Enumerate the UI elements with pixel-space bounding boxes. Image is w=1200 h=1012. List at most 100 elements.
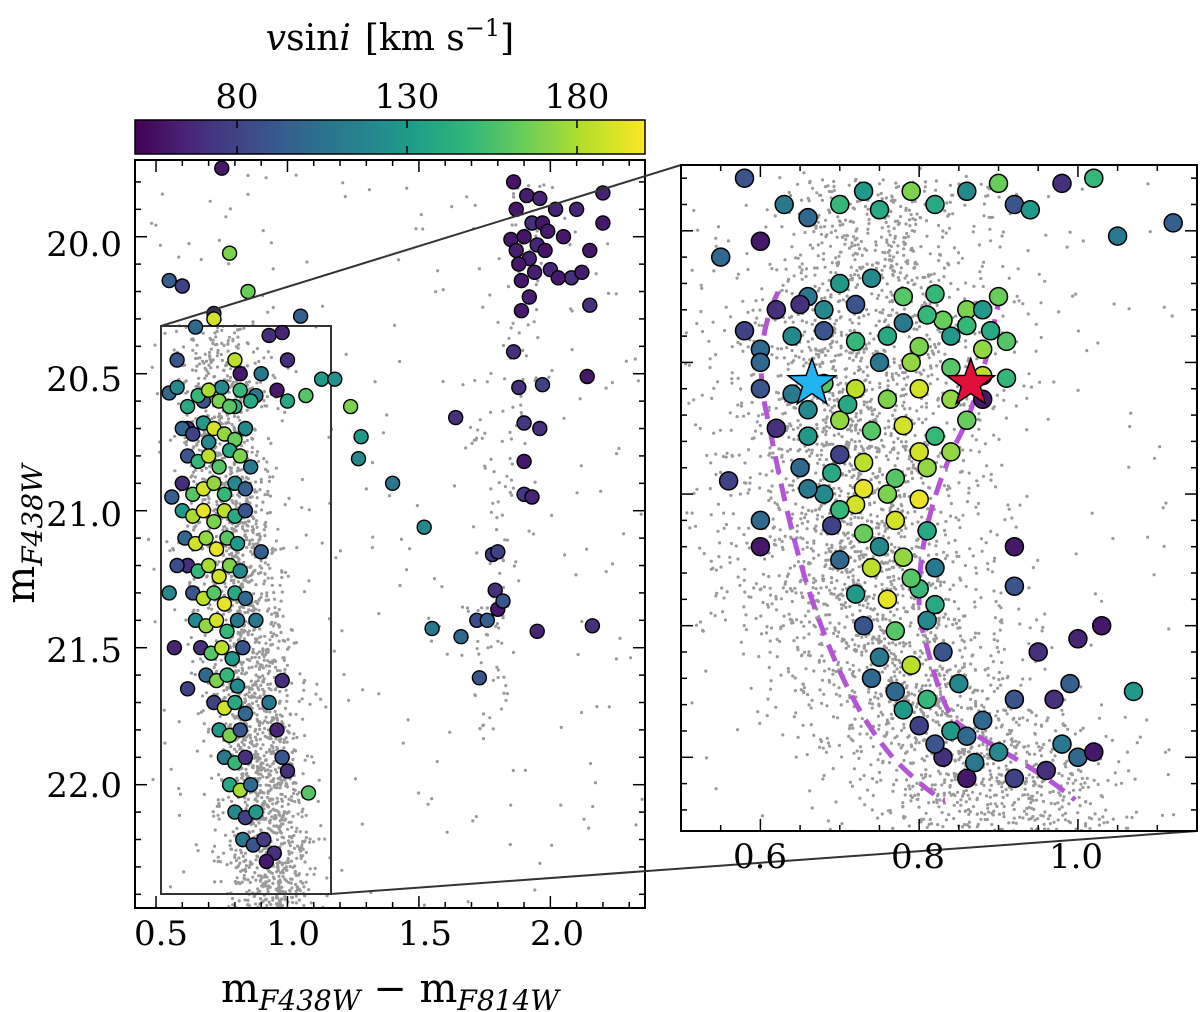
cloud-point bbox=[895, 734, 899, 738]
cloud-point bbox=[261, 721, 265, 725]
cloud-point bbox=[842, 531, 846, 535]
scatter-point bbox=[206, 514, 222, 530]
cloud-point bbox=[264, 715, 268, 719]
cloud-point bbox=[290, 851, 294, 855]
cloud-point bbox=[287, 841, 291, 845]
cloud-point bbox=[639, 512, 643, 516]
cloud-point bbox=[935, 798, 939, 802]
cloud-point bbox=[210, 416, 214, 420]
cloud-point bbox=[927, 356, 931, 360]
cloud-point bbox=[257, 791, 261, 795]
cloud-point bbox=[893, 664, 897, 668]
cloud-point bbox=[256, 855, 260, 859]
cloud-point bbox=[251, 821, 256, 826]
cloud-point bbox=[298, 846, 302, 850]
cloud-point bbox=[885, 371, 889, 375]
cloud-point bbox=[193, 468, 197, 472]
cloud-point bbox=[291, 757, 295, 762]
cloud-point bbox=[849, 219, 853, 223]
cloud-point bbox=[280, 863, 284, 867]
cloud-point bbox=[193, 672, 197, 677]
cloud-point bbox=[1001, 677, 1005, 681]
cloud-point bbox=[246, 797, 250, 802]
cloud-point bbox=[256, 703, 260, 708]
cloud-point bbox=[217, 801, 221, 806]
scatter-point bbox=[516, 453, 532, 470]
cloud-point bbox=[344, 352, 348, 356]
cloud-point bbox=[508, 490, 512, 495]
cloud-point bbox=[292, 846, 296, 851]
cloud-point bbox=[236, 493, 240, 497]
cloud-point bbox=[851, 253, 855, 257]
cloud-point bbox=[221, 612, 225, 616]
cloud-point bbox=[246, 630, 250, 635]
cloud-point bbox=[889, 679, 893, 684]
cloud-point bbox=[262, 658, 266, 662]
cloud-point bbox=[259, 480, 263, 484]
scatter-point bbox=[227, 694, 243, 711]
cloud-point bbox=[1066, 781, 1070, 785]
cloud-point bbox=[150, 221, 154, 225]
cloud-point bbox=[826, 558, 830, 562]
cloud-point bbox=[848, 780, 853, 784]
cloud-point bbox=[271, 745, 275, 750]
cloud-point bbox=[271, 475, 275, 479]
cloud-point bbox=[244, 535, 248, 539]
cloud-point bbox=[186, 642, 190, 646]
cloud-point bbox=[235, 876, 239, 880]
cloud-point bbox=[747, 546, 751, 550]
cloud-point bbox=[495, 528, 499, 532]
cloud-point bbox=[735, 276, 739, 280]
y-tick-label: 21.5 bbox=[46, 631, 122, 671]
cloud-point bbox=[504, 684, 508, 688]
cloud-point bbox=[287, 797, 291, 801]
cloud-point bbox=[194, 351, 198, 355]
cloud-point bbox=[186, 524, 190, 528]
cloud-point bbox=[803, 230, 807, 235]
cloud-point bbox=[464, 446, 468, 450]
cloud-point bbox=[353, 777, 357, 781]
cloud-point bbox=[1037, 834, 1040, 837]
cloud-point bbox=[827, 443, 831, 447]
cloud-point bbox=[280, 804, 284, 809]
cloud-point bbox=[1125, 750, 1130, 754]
cloud-point bbox=[256, 696, 260, 700]
cloud-point bbox=[1078, 804, 1082, 808]
cloud-point bbox=[1030, 834, 1033, 837]
cloud-point bbox=[935, 539, 939, 543]
cloud-point bbox=[973, 600, 977, 604]
colorbar-tick-label: 180 bbox=[545, 77, 610, 117]
cloud-point bbox=[824, 421, 828, 425]
cloud-point bbox=[811, 246, 815, 250]
cloud-point bbox=[254, 858, 258, 862]
cloud-point bbox=[285, 785, 290, 789]
cloud-point bbox=[188, 580, 192, 585]
cloud-point bbox=[254, 749, 258, 754]
cloud-point bbox=[269, 809, 273, 813]
cloud-point bbox=[497, 481, 501, 485]
cloud-point bbox=[225, 527, 229, 531]
cloud-point bbox=[245, 903, 250, 907]
cloud-point bbox=[264, 467, 268, 471]
cloud-point bbox=[881, 613, 885, 617]
cloud-point bbox=[773, 501, 777, 505]
cloud-point bbox=[851, 468, 855, 472]
cloud-point bbox=[250, 445, 254, 450]
cloud-point bbox=[244, 721, 248, 725]
cloud-point bbox=[986, 666, 990, 671]
cloud-point bbox=[282, 746, 286, 750]
cloud-point bbox=[290, 895, 294, 899]
cloud-point bbox=[896, 436, 900, 441]
cloud-point bbox=[256, 732, 260, 736]
cloud-point bbox=[786, 670, 791, 674]
scatter-point bbox=[232, 366, 248, 382]
cloud-point bbox=[251, 515, 255, 519]
cloud-point bbox=[996, 639, 1000, 643]
cloud-point bbox=[904, 697, 908, 701]
cloud-point bbox=[909, 213, 913, 217]
cloud-point bbox=[997, 670, 1002, 675]
cloud-point bbox=[287, 880, 291, 885]
cloud-point bbox=[891, 413, 895, 417]
cloud-point bbox=[266, 768, 270, 772]
cloud-point bbox=[1039, 793, 1043, 797]
